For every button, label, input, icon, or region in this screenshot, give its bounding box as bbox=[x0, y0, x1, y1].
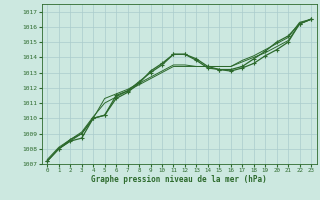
X-axis label: Graphe pression niveau de la mer (hPa): Graphe pression niveau de la mer (hPa) bbox=[91, 175, 267, 184]
